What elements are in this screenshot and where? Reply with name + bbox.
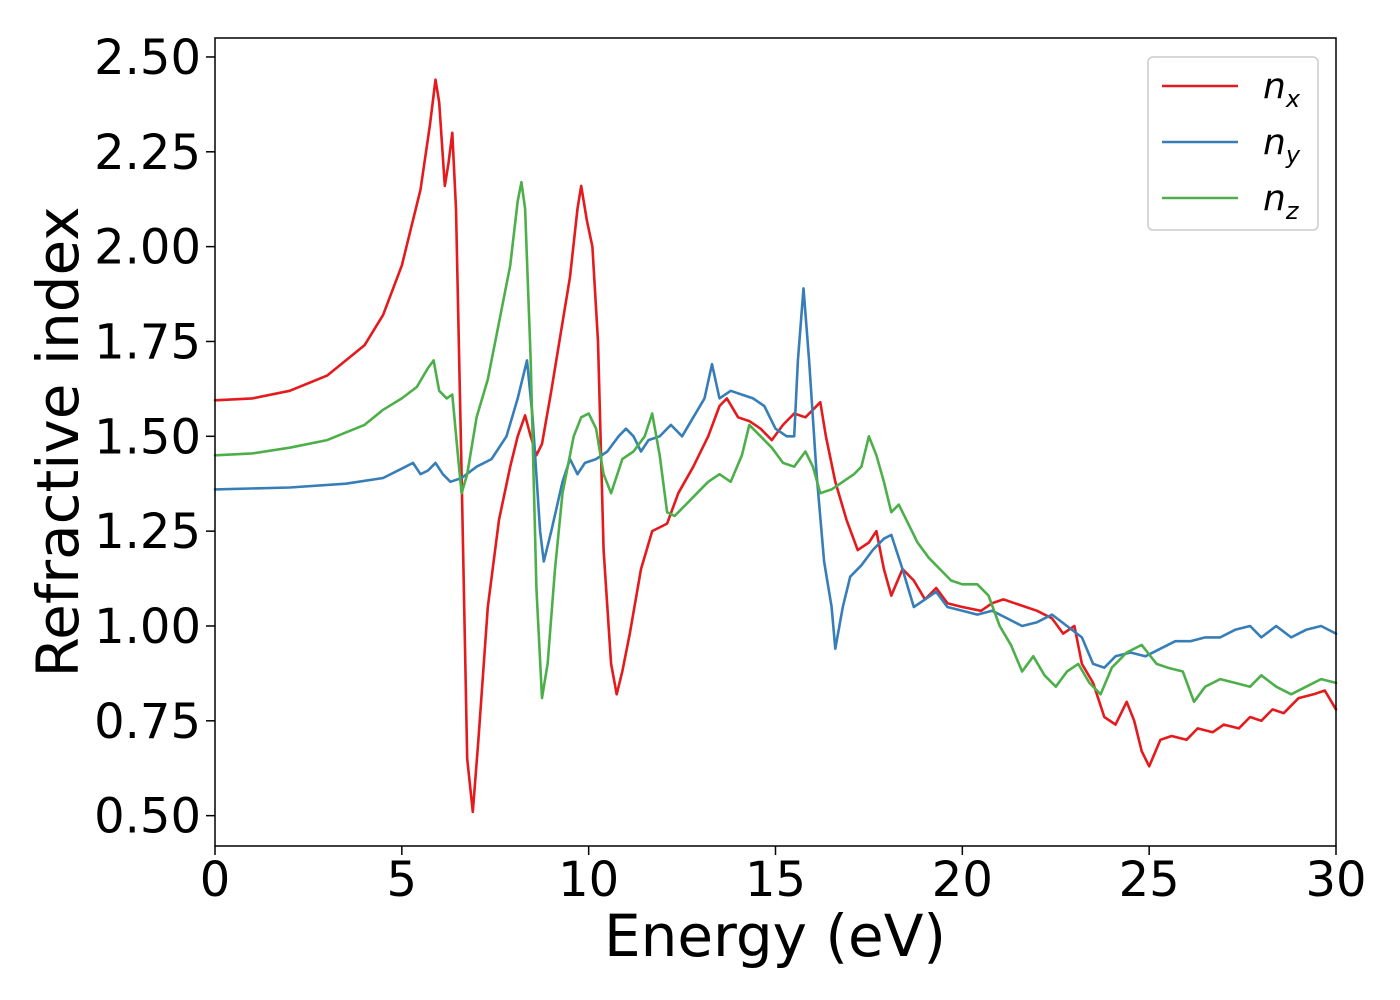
legend-label-nx: nx <box>1263 66 1301 113</box>
y-tick-label: 1.75 <box>94 314 201 370</box>
legend-label-base: n <box>1263 66 1286 107</box>
series-line-nz <box>213 180 1338 704</box>
x-tick-label: 20 <box>932 852 993 908</box>
x-tick-label: 0 <box>200 852 231 908</box>
y-tick-label: 1.50 <box>94 409 201 465</box>
legend-label-nz: nz <box>1263 178 1300 225</box>
y-tick-label: 2.25 <box>94 125 201 181</box>
y-tick-label: 0.50 <box>94 789 201 845</box>
y-tick-label: 0.75 <box>94 694 201 750</box>
x-tick-label: 15 <box>745 852 806 908</box>
x-tick-label: 5 <box>387 852 418 908</box>
y-tick-label: 1.00 <box>94 599 201 655</box>
legend-label-base: n <box>1263 178 1286 219</box>
series-line-nx <box>213 78 1338 814</box>
legend-box <box>1147 56 1319 231</box>
y-tick-label: 2.00 <box>94 220 201 276</box>
legend-label-subscript: x <box>1285 85 1301 113</box>
y-tick-label: 1.25 <box>94 504 201 560</box>
legend-label-ny: ny <box>1263 122 1301 169</box>
ticks-layer: 0 5 10 15 20 25 30 0.50 0.75 1.00 1.25 1.50 1.75 2.00… <box>94 30 1366 908</box>
x-tick-label: 25 <box>1119 852 1180 908</box>
x-tick-label: 10 <box>558 852 619 908</box>
series-line-ny <box>213 287 1338 669</box>
legend-label-subscript: y <box>1285 141 1301 169</box>
x-tick-label: 30 <box>1305 852 1366 908</box>
y-tick-label: 2.50 <box>94 30 201 86</box>
series-layer <box>213 78 1338 814</box>
y-axis-title: Refractive index <box>24 206 92 677</box>
legend-label-subscript: z <box>1285 197 1300 225</box>
x-axis-title: Energy (eV) <box>604 902 946 970</box>
legend-label-base: n <box>1263 122 1286 163</box>
